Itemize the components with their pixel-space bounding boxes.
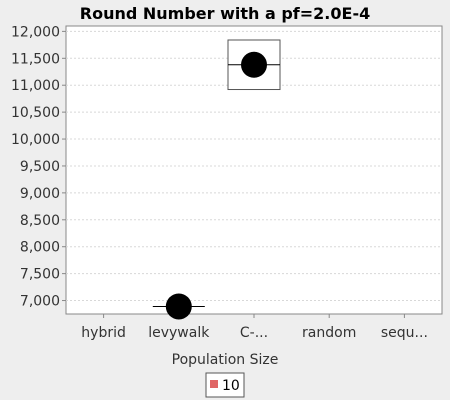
y-tick-label: 9,000 xyxy=(20,186,60,202)
x-tick-label: hybrid xyxy=(81,325,126,341)
legend-swatch xyxy=(210,380,218,388)
x-axis-label: Population Size xyxy=(172,352,279,368)
legend: 10 xyxy=(205,372,245,398)
y-tick-label: 11,000 xyxy=(11,78,60,94)
y-tick-label: 10,000 xyxy=(11,132,60,148)
y-tick-label: 7,500 xyxy=(20,267,60,283)
y-tick-label: 10,500 xyxy=(11,105,60,121)
mean-marker-C-... xyxy=(241,51,267,78)
x-tick-label: levywalk xyxy=(148,325,210,341)
y-tick-label: 7,000 xyxy=(20,294,60,310)
legend-label: 10 xyxy=(222,378,240,394)
y-tick-label: 9,500 xyxy=(20,159,60,175)
y-tick-label: 12,000 xyxy=(11,24,60,40)
x-tick-label: sequ... xyxy=(381,325,428,341)
mean-marker-levywalk xyxy=(165,293,192,320)
x-tick-label: random xyxy=(302,325,356,341)
x-tick-label: C-... xyxy=(240,325,268,341)
chart-title: Round Number with a pf=2.0E-4 xyxy=(80,4,370,23)
y-tick-label: 8,000 xyxy=(20,240,60,256)
y-tick-label: 11,500 xyxy=(11,51,60,67)
y-tick-label: 8,500 xyxy=(20,213,60,229)
